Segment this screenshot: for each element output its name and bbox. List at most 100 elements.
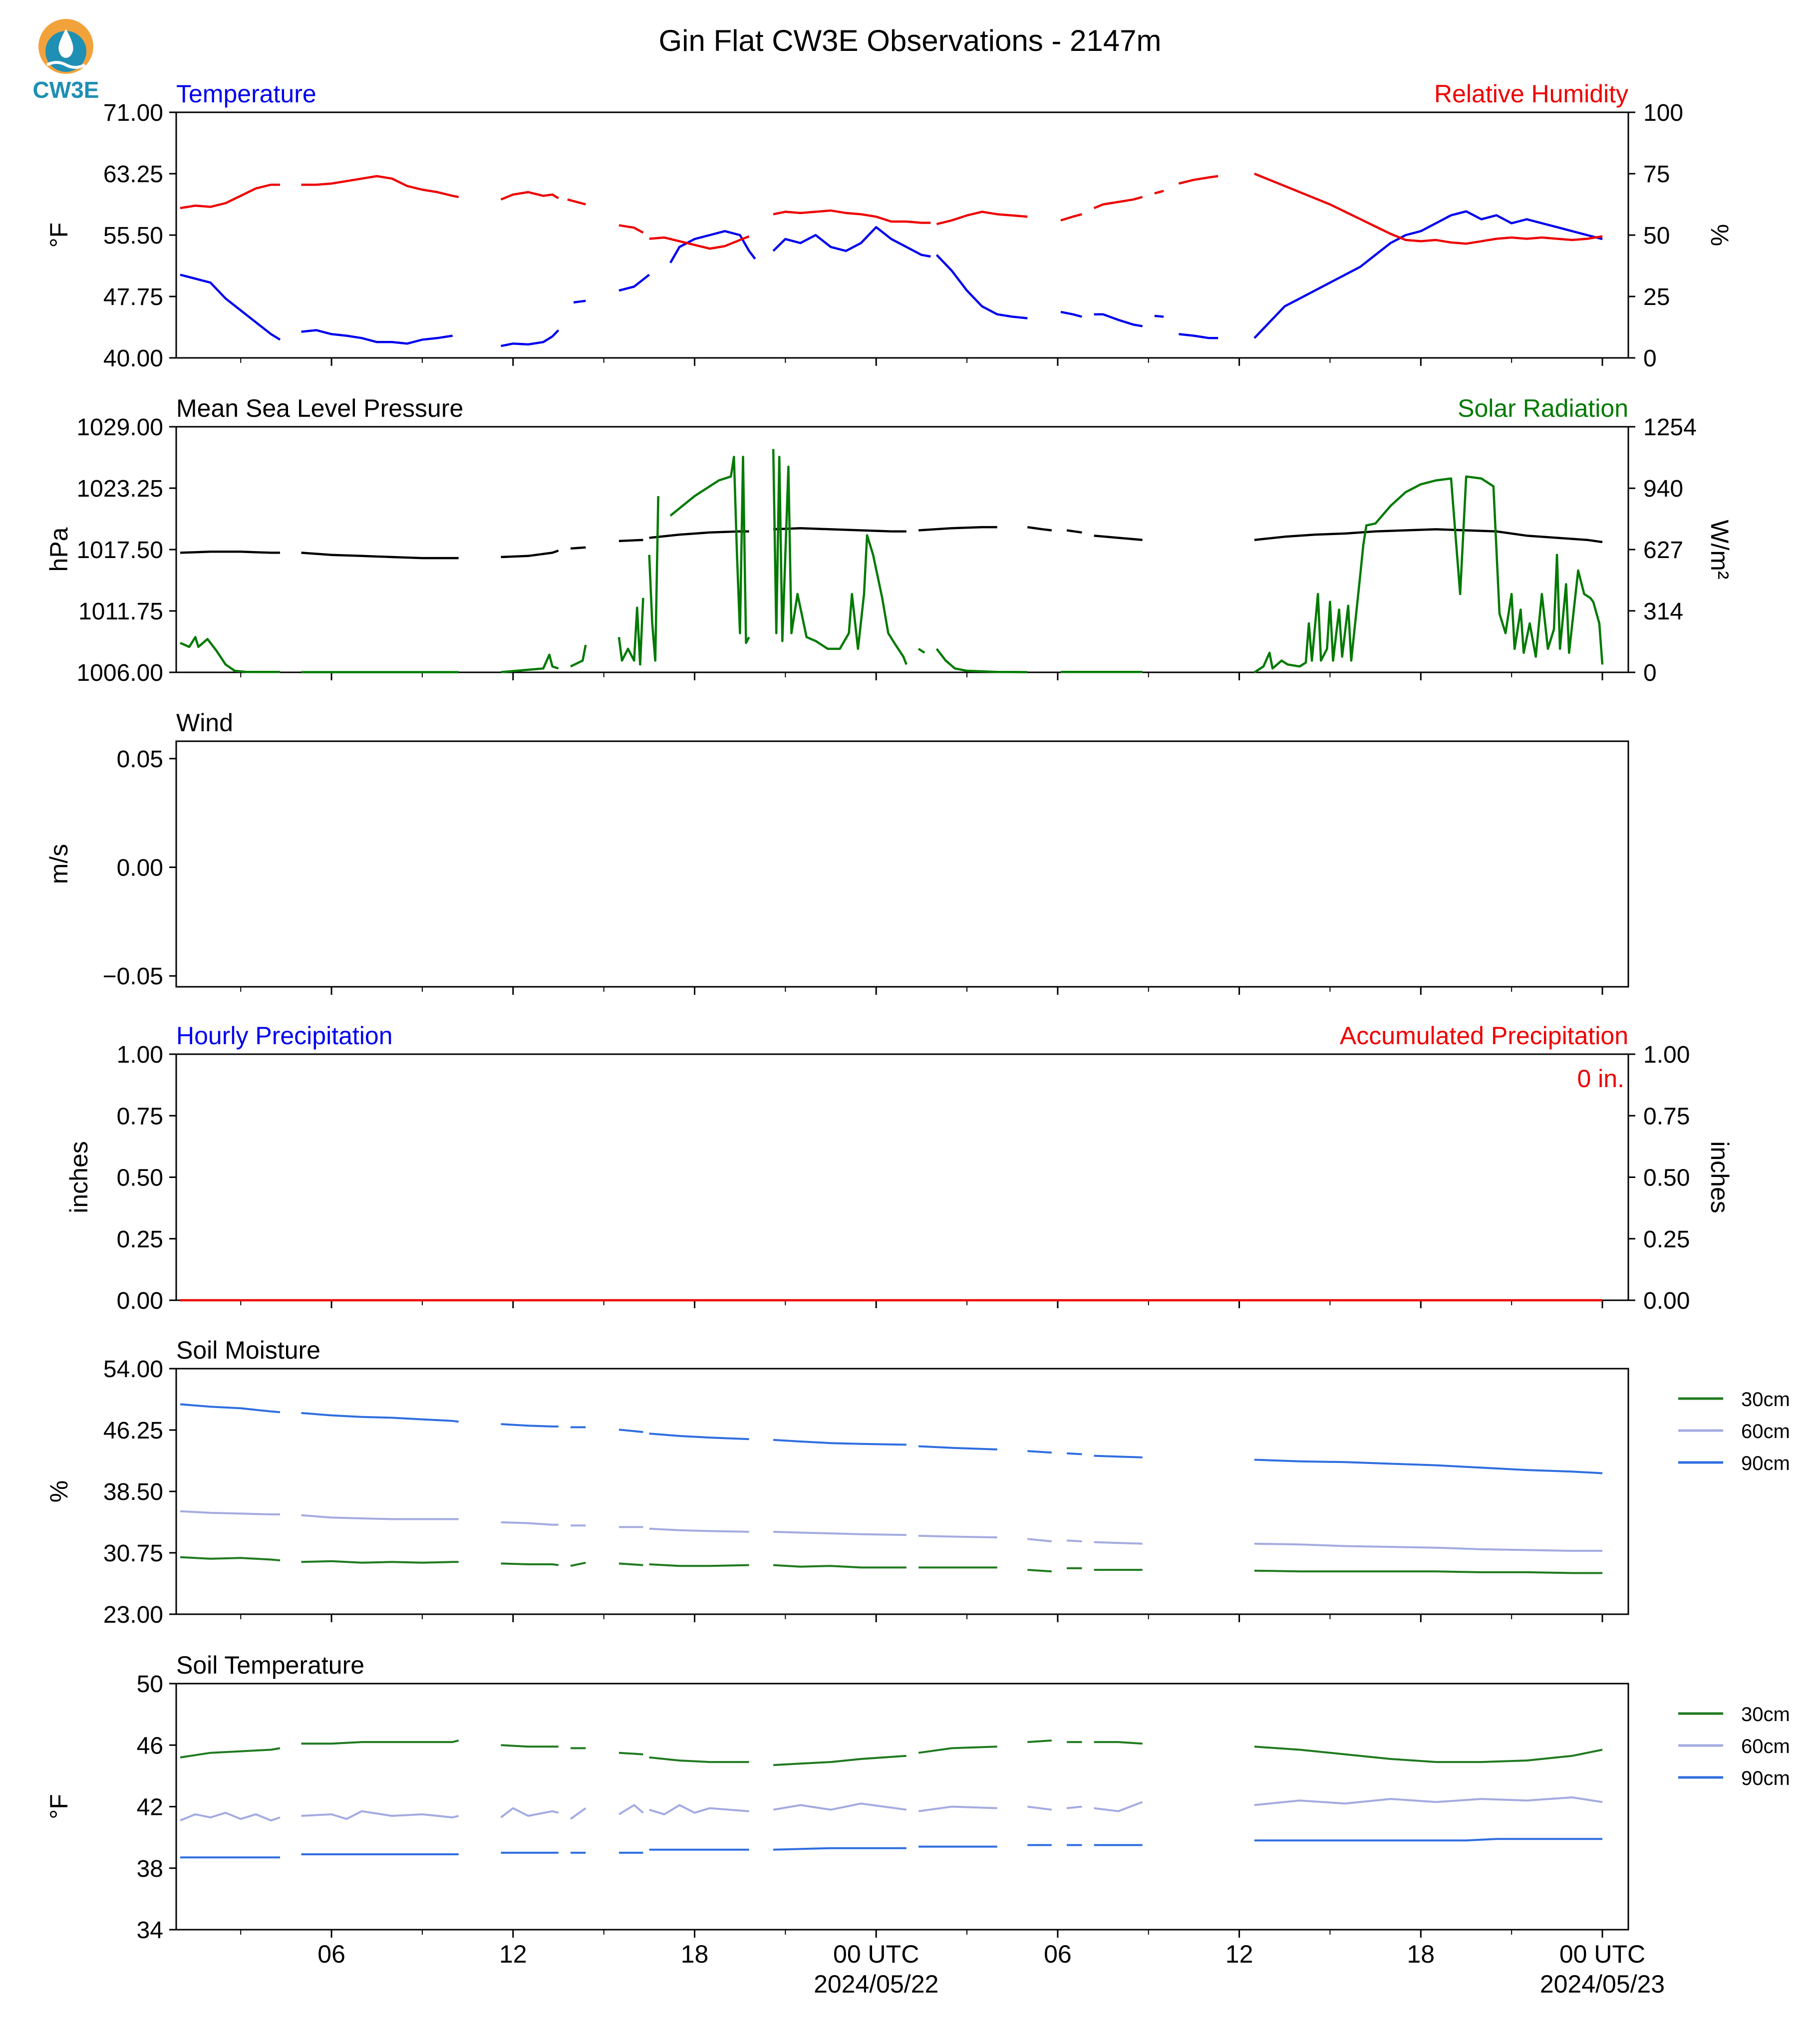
series-30cm-0 xyxy=(180,1556,1602,1574)
panel-left-title: Mean Sea Level Pressure xyxy=(176,394,463,422)
y-tick-label: 55.50 xyxy=(103,223,163,249)
series-line-segment xyxy=(1027,526,1052,532)
series-line-segment xyxy=(773,1564,907,1569)
series-line-segment xyxy=(301,552,459,560)
series-line-segment xyxy=(1254,1458,1603,1474)
panel-right-title: Solar Radiation xyxy=(1458,394,1628,422)
plot-frame xyxy=(175,111,1629,359)
legend-entry-label: 60cm xyxy=(1741,1421,1790,1443)
legend-entry-label: 90cm xyxy=(1741,1452,1790,1474)
series-60cm-1 xyxy=(180,1796,1603,1822)
y-tick-label: 0.00 xyxy=(117,855,163,881)
series-line-segment xyxy=(649,530,749,539)
series-line-segment xyxy=(648,496,659,662)
y-tick-label: 71.00 xyxy=(103,100,163,126)
series-line-segment xyxy=(567,198,586,206)
y2-axis-label: % xyxy=(1706,224,1734,246)
series-line-segment xyxy=(1254,1569,1602,1574)
y-tick-label: 1023.25 xyxy=(76,476,163,502)
series-red-1 xyxy=(180,172,1603,250)
series-line-segment xyxy=(1094,534,1143,541)
y-axis-label: % xyxy=(45,1480,73,1502)
series-line-segment xyxy=(1027,1569,1052,1573)
y-tick-label: 1.00 xyxy=(117,1042,163,1068)
series-line-segment xyxy=(935,648,1028,673)
series-line-segment xyxy=(301,329,453,345)
legend: 30cm 60cm 90cm xyxy=(1678,1704,1790,1789)
y-tick-label: 0.25 xyxy=(117,1226,163,1253)
y-tick-label: 54.00 xyxy=(103,1356,163,1383)
series-line-segment xyxy=(1066,1805,1082,1809)
series-line-segment xyxy=(773,1754,907,1766)
y-tick-label: 63.25 xyxy=(103,161,163,188)
y-tick-label: 0.50 xyxy=(117,1165,163,1191)
y-tick-label: −0.05 xyxy=(103,963,163,990)
series-line-segment xyxy=(180,1747,281,1758)
y-tick-label: 1006.00 xyxy=(76,660,163,686)
x-tick-label: 12 xyxy=(499,1940,527,1968)
y-axis-label: °F xyxy=(45,223,73,248)
series-line-segment xyxy=(1060,310,1082,318)
y2-tick-label: 314 xyxy=(1643,598,1683,625)
series-line-segment xyxy=(180,1510,280,1515)
y2-tick-label: 0 xyxy=(1643,345,1657,372)
x-tick-label: 00 UTC xyxy=(1559,1940,1645,1968)
series-line-segment xyxy=(649,1527,749,1533)
series-line-segment xyxy=(570,546,586,550)
series-line-segment xyxy=(772,449,908,665)
series-line-segment xyxy=(1093,196,1143,209)
series-line-segment xyxy=(180,636,280,673)
series-90cm-2 xyxy=(180,1403,1603,1474)
series-line-segment xyxy=(918,1445,997,1450)
cw3e-logo: CW3E xyxy=(33,19,99,103)
series-line-segment xyxy=(618,1804,644,1815)
series-line-segment xyxy=(500,191,559,201)
series-line-segment xyxy=(773,209,931,224)
y-tick-label: 50 xyxy=(137,1671,163,1698)
series-line-segment xyxy=(1094,313,1143,327)
panel-wind: Wind −0.05 0.00 0.05 m/s xyxy=(45,709,1629,995)
y2-tick-label: 0 xyxy=(1643,660,1657,686)
series-line-segment xyxy=(1066,529,1082,534)
series-line-segment xyxy=(501,329,560,347)
series-line-segment xyxy=(1254,1796,1603,1806)
series-line-segment xyxy=(1094,1741,1143,1745)
series-line-segment xyxy=(180,1403,281,1414)
series-line-segment xyxy=(649,1433,749,1441)
series-line-segment xyxy=(573,299,586,304)
x-date-label: 2024/05/23 xyxy=(1540,1970,1665,1998)
series-line-segment xyxy=(501,549,559,559)
x-tick-label: 06 xyxy=(1044,1940,1072,1968)
series-line-segment xyxy=(1178,175,1218,185)
series-line-segment xyxy=(180,1811,281,1822)
series-line-segment xyxy=(918,526,997,532)
y2-tick-label: 1.00 xyxy=(1643,1042,1690,1068)
series-line-segment xyxy=(618,224,644,234)
y-tick-label: 34 xyxy=(137,1917,163,1944)
legend: 30cm 60cm 90cm xyxy=(1678,1389,1790,1474)
series-line-segment xyxy=(1254,172,1603,245)
series-line-segment xyxy=(618,274,650,292)
series-line-segment xyxy=(773,1530,907,1536)
y-tick-label: 0.00 xyxy=(117,1288,163,1314)
series-line-segment xyxy=(1027,1450,1052,1454)
panel-right-title: Accumulated Precipitation xyxy=(1340,1022,1628,1050)
series-line-segment xyxy=(773,1802,907,1811)
y-axis-label: m/s xyxy=(45,844,73,884)
series-line-segment xyxy=(618,1429,643,1433)
y2-tick-label: 1254 xyxy=(1643,414,1697,441)
y-tick-label: 46 xyxy=(137,1733,163,1759)
series-blue-0 xyxy=(180,210,1603,347)
x-date-label: 2024/05/22 xyxy=(814,1970,938,1998)
y-tick-label: 0.75 xyxy=(117,1103,163,1130)
series-line-segment xyxy=(918,1805,997,1812)
series-line-segment xyxy=(773,527,907,533)
x-tick-label: 12 xyxy=(1225,1940,1253,1968)
series-line-segment xyxy=(1179,333,1218,339)
series-line-segment xyxy=(669,456,750,644)
legend-entry-label: 90cm xyxy=(1741,1767,1790,1789)
y-tick-label: 0.05 xyxy=(117,746,163,773)
series-line-segment xyxy=(618,1751,643,1755)
y-axis-label: hPa xyxy=(45,527,73,572)
series-line-segment xyxy=(1254,528,1603,544)
